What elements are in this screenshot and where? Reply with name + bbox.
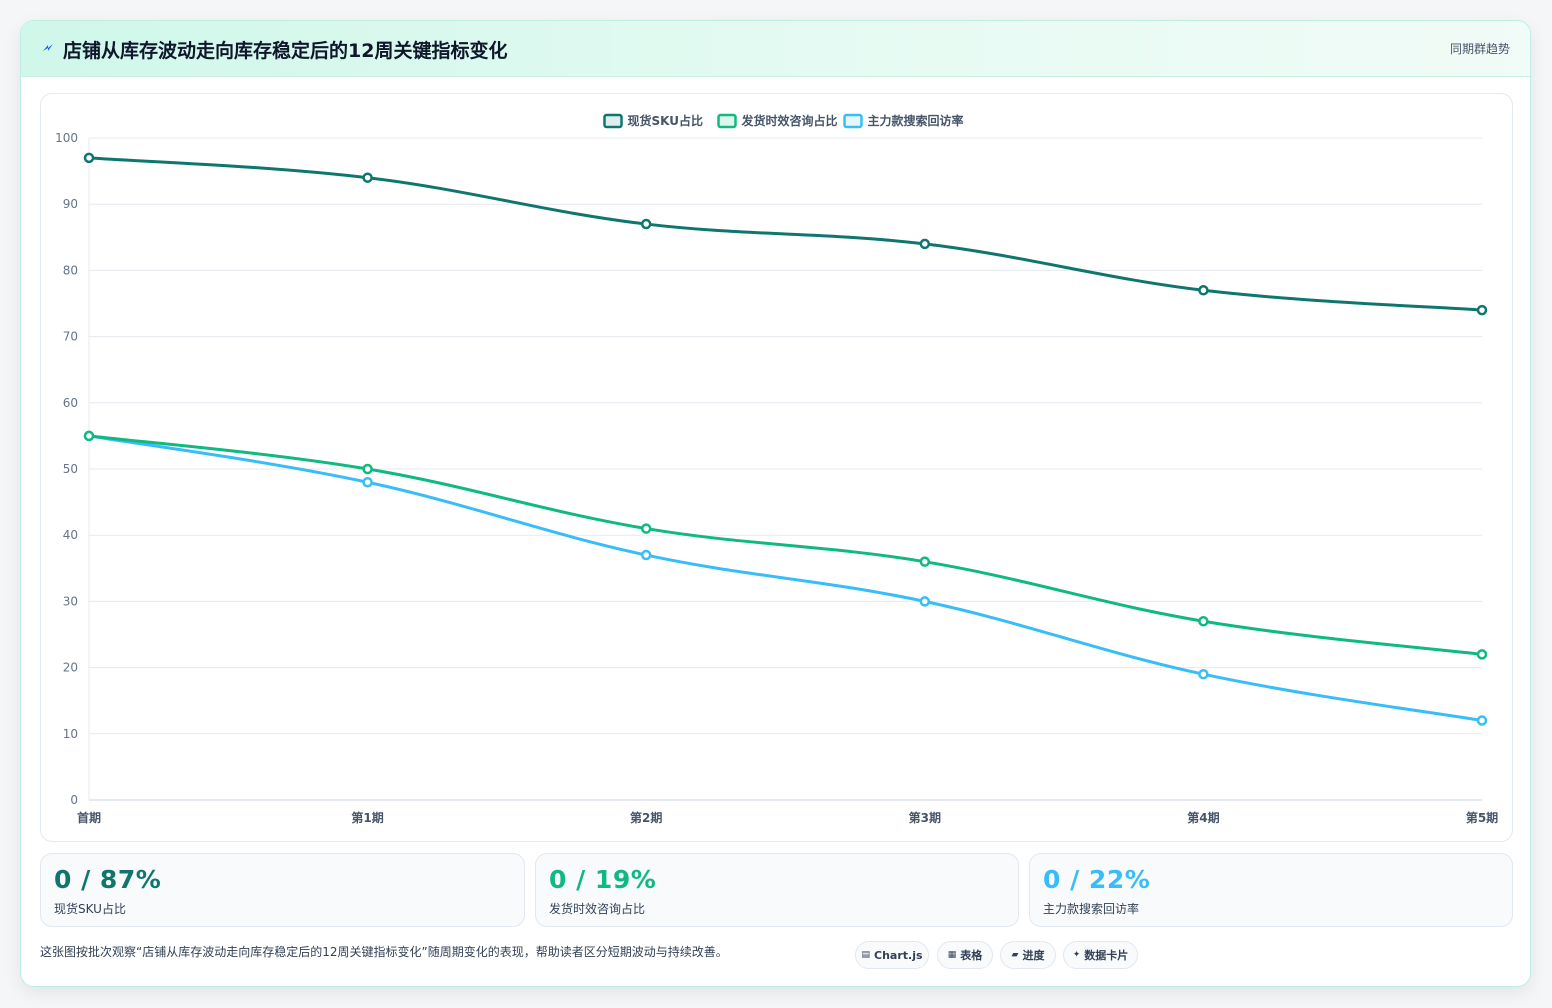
stat-value: 0 / 19% [549,865,657,894]
data-point [1198,668,1209,680]
chip-data-card[interactable]: ✦ 数据卡片 [1063,941,1138,969]
stat-card-stock-sku: 0 / 87% 现货SKU占比 [40,853,525,927]
x-tick-label: 第5期 [1466,810,1498,825]
data-point [640,549,652,561]
legend-swatch [717,113,737,129]
chart-description: 这张图按批次观察“店铺从库存波动走向库存稳定后的12周关键指标变化”随周期变化的… [40,945,728,959]
page-title: 店铺从库存波动走向库存稳定后的12周关键指标变化 [63,40,508,62]
legend-swatch [603,113,623,129]
data-point [362,476,373,488]
y-tick-label: 0 [70,793,78,807]
data-point [362,463,373,475]
data-point [919,596,931,607]
data-point [362,172,373,183]
data-point [640,523,652,534]
x-tick-label: 第4期 [1187,810,1219,825]
sparkle-icon: ✦ [1072,950,1081,960]
series-line [87,434,1484,723]
data-point [1476,649,1488,660]
series-line [87,434,1484,656]
chart-panel: 0 10 20 30 40 50 60 70 80 90 100 首期 第1期 第2期 第3期 第4期 第5期 现… [40,93,1513,842]
y-tick-label: 10 [63,727,78,741]
legend-item: 现货SKU占比 [603,113,703,129]
cohort-trend-tag: 同期群趋势 [1449,42,1510,56]
stat-card-shipping-inquiry: 0 / 19% 发货时效咨询占比 [535,853,1019,927]
y-tick-label: 50 [63,462,78,476]
legend-label: 发货时效咨询占比 [741,113,838,128]
stat-value: 0 / 22% [1043,865,1151,894]
stat-label: 主力款搜索回访率 [1043,902,1140,916]
stat-card-search-revisit: 0 / 22% 主力款搜索回访率 [1029,853,1513,927]
chip-table[interactable]: ▦ 表格 [937,941,993,969]
chip-label: 进度 [1022,949,1045,962]
lightning-icon [43,44,53,51]
stat-label: 发货时效咨询占比 [549,902,646,916]
data-point [919,238,931,250]
progress-icon: ▰ [1011,950,1019,960]
series-line [87,156,1484,312]
chip-label: Chart.js [874,948,923,962]
data-point [640,218,652,230]
table-icon: ▦ [947,950,957,960]
data-point [83,430,95,442]
data-point [1476,715,1488,726]
legend-item: 主力款搜索回访率 [843,113,964,129]
legend-label: 现货SKU占比 [628,113,703,128]
y-tick-label: 90 [63,197,78,211]
y-tick-label: 60 [63,396,78,410]
data-point [1198,616,1209,627]
data-point [1476,304,1488,316]
chip-label: 表格 [960,949,983,962]
stat-label: 现货SKU占比 [54,902,126,916]
legend-label: 主力款搜索回访率 [868,113,964,128]
data-point [1198,285,1209,296]
chip-progress[interactable]: ▰ 进度 [1000,941,1056,969]
legend-item: 发货时效咨询占比 [717,113,838,129]
y-tick-label: 70 [63,330,78,344]
chip-chartjs[interactable]: ▤ Chart.js [855,941,929,969]
dashboard-card: 店铺从库存波动走向库存稳定后的12周关键指标变化 同期群趋势 0 10 20 30 40… [20,20,1531,987]
x-tick-label: 第3期 [909,810,941,825]
x-tick-label: 第2期 [630,810,662,825]
y-tick-label: 80 [63,263,78,277]
y-tick-label: 30 [63,594,78,608]
data-point [83,152,95,164]
card-header: 店铺从库存波动走向库存稳定后的12周关键指标变化 同期群趋势 [21,21,1530,77]
line-chart: 0 10 20 30 40 50 60 70 80 90 100 首期 第1期 第2期 第3期 第4期 第5期 现… [55,113,1498,825]
y-tick-label: 40 [63,528,78,542]
y-tick-label: 100 [55,131,78,145]
chip-label: 数据卡片 [1084,949,1129,962]
stat-value: 0 / 87% [54,865,162,894]
chart-icon: ▤ [861,950,870,960]
data-point [919,556,931,567]
x-tick-label: 第1期 [351,810,383,825]
legend-swatch [843,113,863,129]
x-tick-label: 首期 [77,810,101,825]
y-tick-label: 20 [63,661,78,675]
